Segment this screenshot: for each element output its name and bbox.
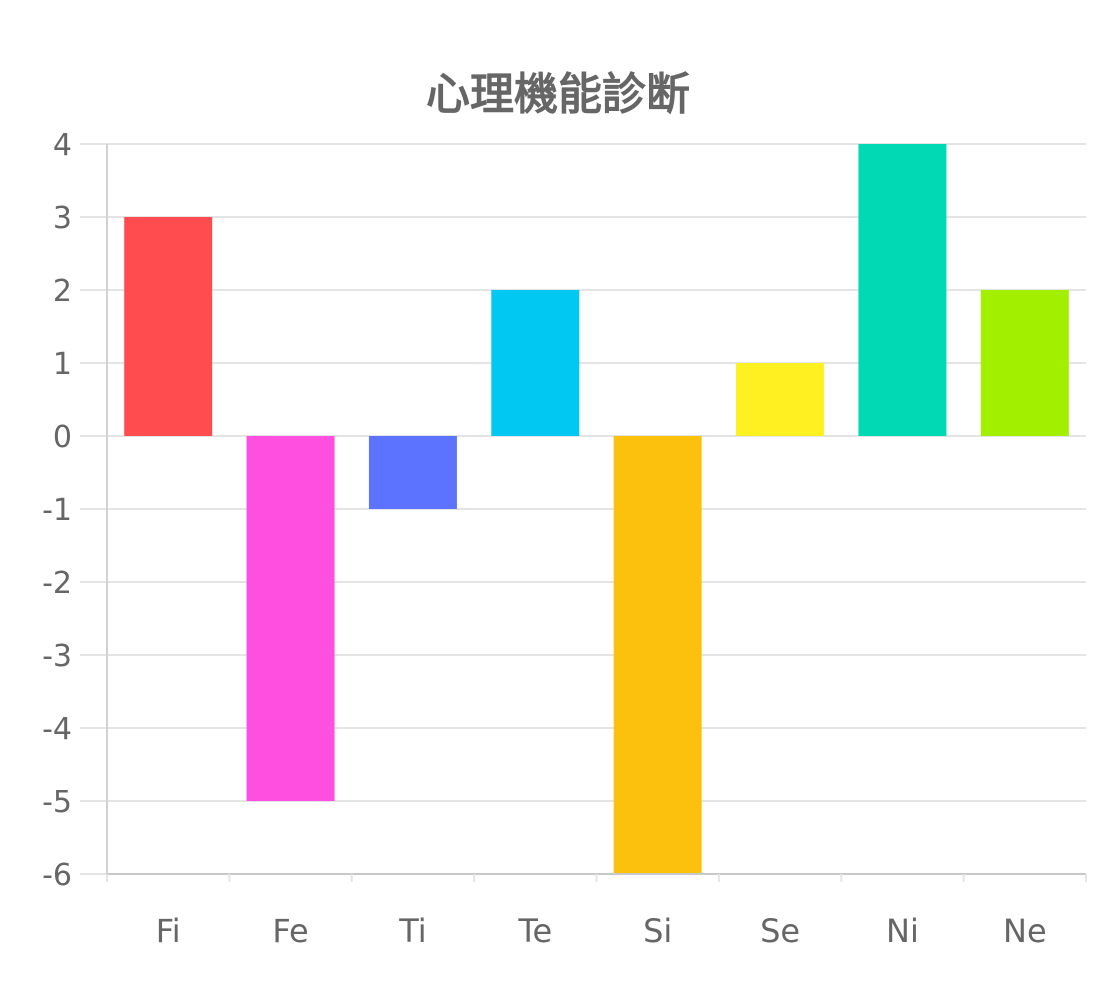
y-tick-label: 2 bbox=[53, 274, 72, 309]
bar-fi bbox=[124, 217, 213, 436]
x-tick-label: Ti bbox=[398, 912, 426, 950]
tick-labels: 4 3 2 1 0 -1 -2 -3 -4 -5 -6 Fi Fe Ti Te Si Se Ni Ne bbox=[42, 128, 1047, 950]
y-tick-label: -5 bbox=[42, 785, 72, 820]
y-tick-label: -1 bbox=[42, 493, 72, 528]
x-tick-label: Si bbox=[643, 912, 672, 950]
bars bbox=[124, 144, 1069, 874]
x-tick-label: Te bbox=[517, 912, 552, 950]
bar-te bbox=[491, 290, 580, 436]
y-tick-label: -3 bbox=[42, 639, 72, 674]
x-tick-label: Fe bbox=[272, 912, 308, 950]
bar-se bbox=[736, 363, 825, 436]
y-tick-label: 4 bbox=[53, 128, 72, 163]
y-tick-label: 1 bbox=[53, 347, 72, 382]
x-tick-label: Se bbox=[760, 912, 800, 950]
y-tick-label: -4 bbox=[42, 712, 72, 747]
bar-fe bbox=[246, 436, 335, 801]
y-tick-label: 3 bbox=[53, 201, 72, 236]
x-tick-label: Ni bbox=[886, 912, 919, 950]
bar-ne bbox=[980, 290, 1069, 436]
y-tick-label: 0 bbox=[53, 420, 72, 455]
y-tick-label: -2 bbox=[42, 566, 72, 601]
axes bbox=[106, 144, 1087, 882]
bar-si bbox=[613, 436, 702, 874]
bar-ti bbox=[368, 436, 457, 509]
y-tick-label: -6 bbox=[42, 858, 72, 893]
bar-ni bbox=[858, 144, 947, 436]
x-tick-label: Ne bbox=[1003, 912, 1047, 950]
x-tick-label: Fi bbox=[156, 912, 181, 950]
chart-title: 心理機能診断 bbox=[426, 69, 690, 120]
